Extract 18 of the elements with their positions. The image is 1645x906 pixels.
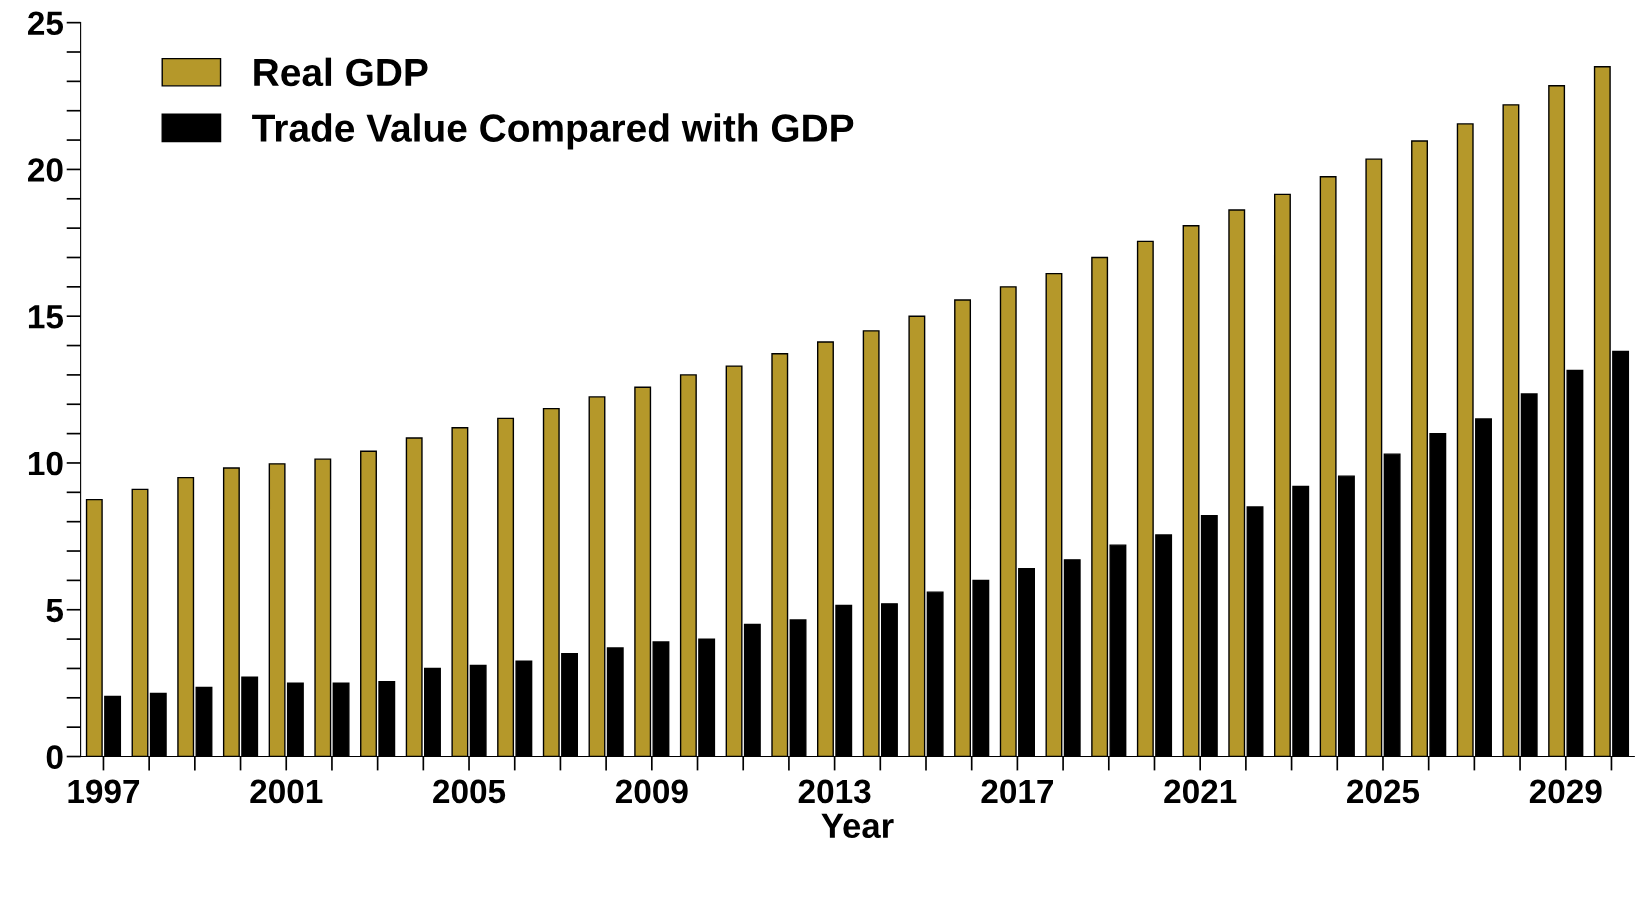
y-tick-label: 25 — [28, 11, 64, 36]
x-tick-label: 2017 — [981, 779, 1054, 804]
x-tick-label: 2013 — [798, 779, 871, 804]
legend-label: Real GDP — [254, 57, 428, 87]
y-tick-label: 15 — [28, 305, 64, 329]
legend-label: Trade Value Compared with GDP — [252, 113, 854, 150]
x-tick-label: 1997 — [68, 779, 140, 804]
x-tick-label: 2025 — [1347, 779, 1420, 804]
y-tick-label: 0 — [46, 745, 63, 769]
y-tick-label: 5 — [46, 598, 64, 623]
y-tick-label: 20 — [28, 158, 63, 182]
x-axis-title: Year — [821, 813, 894, 839]
x-tick-label: 2001 — [250, 779, 323, 804]
x-tick-label: 2021 — [1164, 779, 1237, 804]
y-tick-label: 10 — [28, 451, 63, 476]
x-tick-label: 2029 — [1529, 779, 1602, 804]
x-tick-label: 2005 — [433, 779, 506, 804]
x-tick-label: 2009 — [615, 779, 688, 804]
